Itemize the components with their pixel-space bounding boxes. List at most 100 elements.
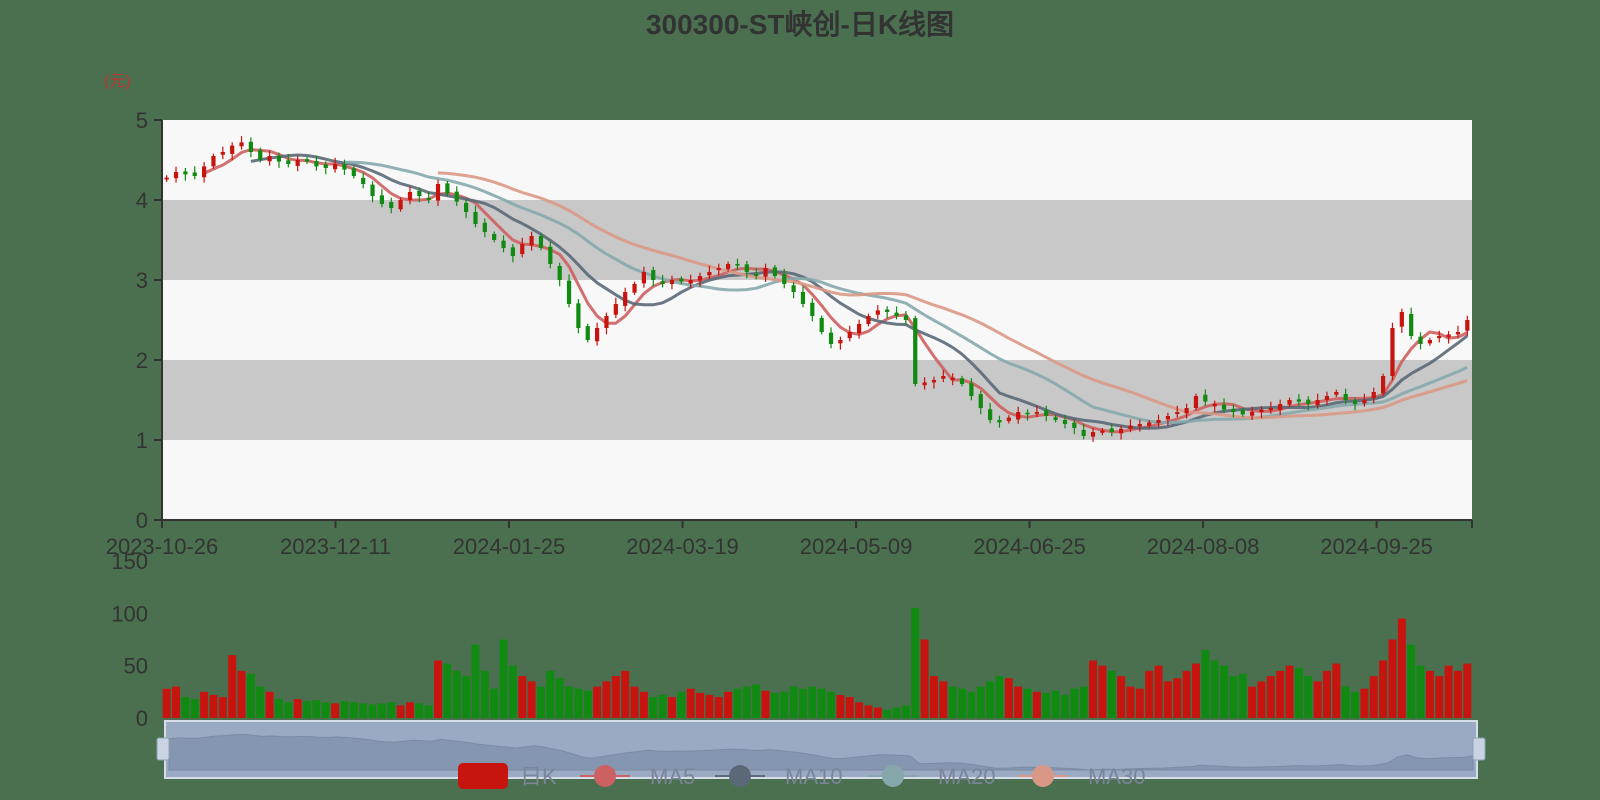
candle-body xyxy=(211,156,216,167)
candle-body xyxy=(623,292,628,306)
volume-bar xyxy=(555,678,564,718)
volume-bar xyxy=(817,688,826,718)
candle-body xyxy=(1399,312,1404,327)
volume-bar xyxy=(1435,676,1444,718)
time-tick-label: 2024-05-09 xyxy=(800,534,913,559)
volume-bar xyxy=(929,676,938,718)
volume-bar xyxy=(181,697,190,718)
volume-bar xyxy=(452,670,461,718)
volume-bar xyxy=(658,694,667,718)
candle-body xyxy=(239,142,244,147)
candle-body xyxy=(230,145,235,154)
candle-body xyxy=(1128,425,1133,429)
volume-bar xyxy=(434,660,443,718)
volume-bar xyxy=(939,681,948,718)
candle-body xyxy=(557,265,562,280)
legend-item[interactable]: MA20 xyxy=(868,764,995,789)
candle-body xyxy=(1006,417,1011,422)
candle-body xyxy=(276,156,282,162)
candle-body xyxy=(248,141,253,152)
legend-item[interactable]: MA10 xyxy=(715,764,842,789)
volume-bar xyxy=(162,688,171,718)
volume-bar xyxy=(1379,660,1388,718)
volume-axis: 0 50 100 150 xyxy=(111,549,148,731)
candle-body xyxy=(959,378,965,384)
candle-body xyxy=(1193,396,1199,408)
legend-item[interactable]: MA5 xyxy=(580,764,695,789)
price-band xyxy=(162,360,1472,440)
candle-body xyxy=(1212,404,1217,407)
candle-body xyxy=(847,332,852,339)
zoom-right-handle[interactable] xyxy=(1472,737,1486,761)
volume-bar xyxy=(172,686,181,718)
candle-body xyxy=(997,420,1002,423)
volume-bar xyxy=(200,691,209,718)
candle-body xyxy=(613,304,618,315)
candle-body xyxy=(1278,404,1283,410)
candle-body xyxy=(314,160,319,167)
candle-body xyxy=(1268,408,1273,411)
volume-bar xyxy=(546,670,555,718)
volume-bar xyxy=(527,681,536,718)
legend-candle-icon xyxy=(458,763,508,789)
candle-body xyxy=(529,236,534,246)
candle-body xyxy=(1165,416,1170,420)
candle-body xyxy=(1203,394,1208,402)
legend-dot-icon xyxy=(1032,765,1054,787)
volume-bar xyxy=(1369,676,1378,718)
volume-bar xyxy=(490,688,499,718)
candle-body xyxy=(931,380,937,383)
volume-bar xyxy=(1453,670,1462,718)
volume-bar xyxy=(639,691,648,718)
candle-body xyxy=(913,318,918,384)
candle-body xyxy=(202,166,207,178)
volume-bar xyxy=(256,686,265,718)
candle-body xyxy=(1062,420,1068,424)
legend-item[interactable]: 日K xyxy=(458,763,557,789)
volume-bar xyxy=(733,688,742,718)
candle-body xyxy=(726,264,731,270)
volume-bar xyxy=(1051,690,1060,718)
volume-bar xyxy=(836,694,845,718)
candle-body xyxy=(426,197,431,200)
data-zoom-slider[interactable] xyxy=(156,720,1486,779)
volume-bar xyxy=(265,691,274,718)
volume-bar xyxy=(780,691,789,718)
candle-body xyxy=(969,383,974,396)
candle-body xyxy=(1343,393,1348,400)
volume-bar xyxy=(424,705,433,718)
candle-body xyxy=(988,409,993,420)
candle-body xyxy=(651,270,656,280)
candle-body xyxy=(754,273,759,276)
candle-body xyxy=(342,164,347,170)
candle-body xyxy=(669,280,675,284)
chart-legend[interactable]: 日K MA5 MA10 MA20 MA30 xyxy=(458,763,1145,789)
time-tick-label: 2024-01-25 xyxy=(453,534,566,559)
candle-body xyxy=(417,190,422,196)
volume-bar xyxy=(209,694,218,718)
time-tick-label: 2024-08-08 xyxy=(1147,534,1260,559)
candle-body xyxy=(1081,429,1086,436)
volume-bar xyxy=(1173,678,1182,718)
volume-bar xyxy=(696,692,705,718)
price-band xyxy=(162,200,1472,280)
candle-body xyxy=(1090,432,1096,437)
volume-bar xyxy=(958,688,967,718)
volume-bar xyxy=(827,691,836,718)
volume-bar xyxy=(667,697,676,718)
candle-body xyxy=(1184,408,1189,414)
volume-bar xyxy=(1425,670,1434,718)
volume-bar xyxy=(1229,676,1238,718)
legend-item[interactable]: MA30 xyxy=(1018,764,1145,789)
volume-tick-label: 50 xyxy=(124,654,148,679)
volume-bar xyxy=(1285,665,1294,718)
candle-body xyxy=(595,328,600,342)
volume-bar xyxy=(1042,692,1051,718)
volume-bar xyxy=(218,697,227,718)
candle-body xyxy=(323,164,328,168)
zoom-left-handle[interactable] xyxy=(156,737,170,761)
candle-body xyxy=(782,274,787,284)
price-tick-label: 0 xyxy=(136,508,148,533)
volume-bar xyxy=(1032,691,1041,718)
volume-bar xyxy=(387,702,396,718)
